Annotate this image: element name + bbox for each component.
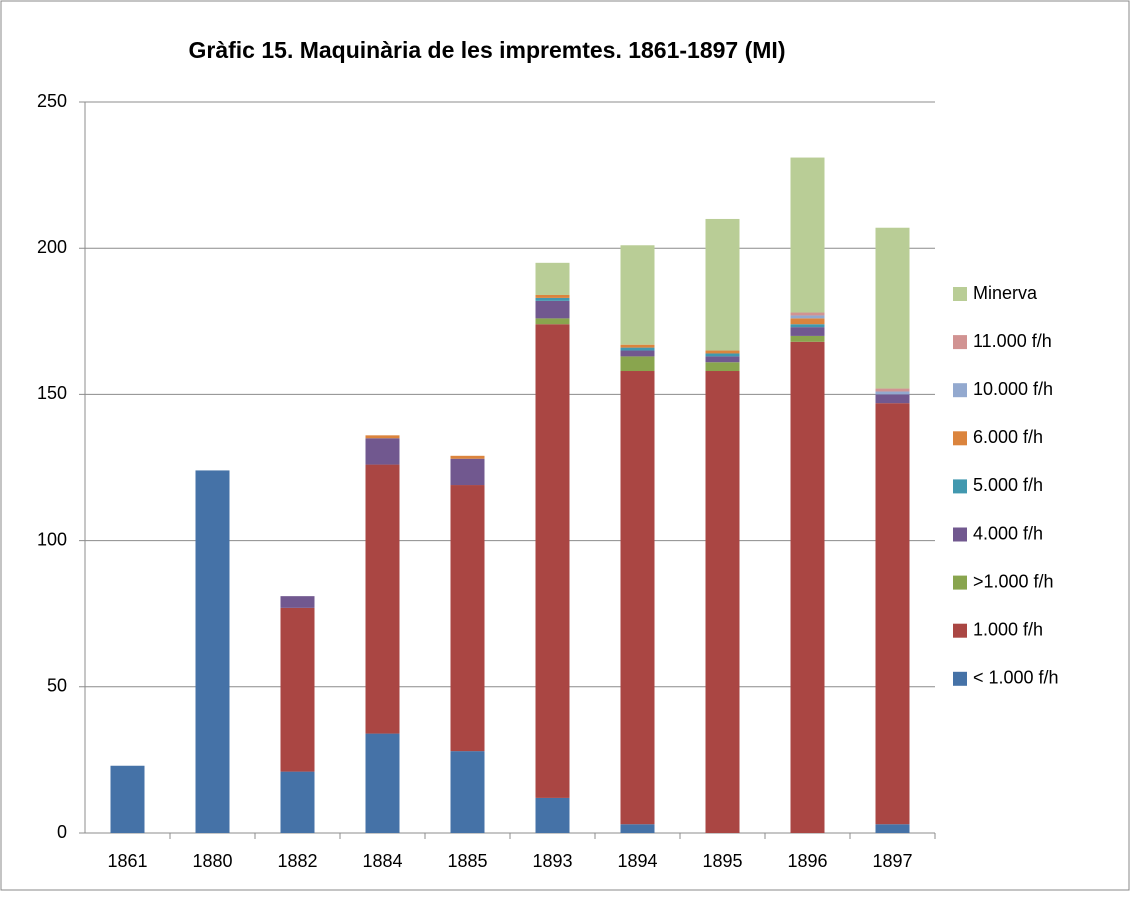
bar-segment bbox=[705, 371, 740, 833]
bar-segment bbox=[790, 312, 825, 316]
legend-label: 10.000 f/h bbox=[973, 379, 1053, 399]
bar-segment bbox=[875, 227, 910, 389]
bar-segment bbox=[195, 470, 230, 833]
chart-title: Gràfic 15. Maquinària de les impremtes. … bbox=[189, 37, 786, 63]
legend-label: 4.000 f/h bbox=[973, 523, 1043, 543]
legend-swatch bbox=[953, 383, 967, 398]
legend-label: < 1.000 f/h bbox=[973, 668, 1059, 688]
legend-label: 11.000 f/h bbox=[973, 331, 1052, 351]
x-tick-label: 1880 bbox=[192, 851, 232, 871]
bar-segment bbox=[790, 157, 825, 313]
bar-segment bbox=[620, 824, 655, 833]
bar-segment bbox=[705, 353, 740, 357]
y-tick-label: 100 bbox=[37, 529, 67, 549]
legend-swatch bbox=[953, 671, 967, 686]
legend-label: 6.000 f/h bbox=[973, 427, 1043, 447]
bar-segment bbox=[535, 294, 570, 298]
bar-segment bbox=[450, 458, 485, 486]
bar-segment bbox=[280, 771, 315, 833]
bar-segment bbox=[705, 356, 740, 363]
y-tick-label: 150 bbox=[37, 383, 67, 403]
bar-segment bbox=[535, 318, 570, 325]
bar-segment bbox=[365, 733, 400, 833]
x-tick-label: 1897 bbox=[872, 851, 912, 871]
x-tick-label: 1885 bbox=[447, 851, 487, 871]
bar-segment bbox=[280, 607, 315, 772]
legend-swatch bbox=[953, 575, 967, 590]
bar-segment bbox=[790, 335, 825, 342]
bar-segment bbox=[620, 371, 655, 825]
y-tick-label: 50 bbox=[47, 676, 67, 696]
x-tick-label: 1895 bbox=[702, 851, 742, 871]
bar-segment bbox=[535, 262, 570, 295]
legend-label: 5.000 f/h bbox=[973, 475, 1043, 495]
bar-segment bbox=[705, 350, 740, 354]
legend-label: >1.000 f/h bbox=[973, 571, 1054, 591]
x-tick-label: 1896 bbox=[787, 851, 827, 871]
bar-segment bbox=[620, 344, 655, 348]
bar-segment bbox=[790, 327, 825, 336]
bar-segment bbox=[620, 356, 655, 372]
legend-swatch bbox=[953, 431, 967, 446]
bar-segment bbox=[790, 341, 825, 833]
bar-segment bbox=[875, 394, 910, 404]
bar-segment bbox=[620, 347, 655, 351]
x-tick-label: 1894 bbox=[617, 851, 657, 871]
bar-segment bbox=[875, 388, 910, 392]
bar-segment bbox=[790, 315, 825, 319]
bar-segment bbox=[535, 797, 570, 833]
legend-swatch bbox=[953, 335, 967, 350]
bar-segment bbox=[875, 391, 910, 395]
bar-segment bbox=[705, 362, 740, 372]
legend-swatch bbox=[953, 527, 967, 542]
bar-segment bbox=[535, 324, 570, 798]
bar-segment bbox=[110, 765, 145, 833]
bar-segment bbox=[365, 435, 400, 439]
bar-segment bbox=[790, 324, 825, 328]
y-tick-label: 0 bbox=[57, 822, 67, 842]
y-tick-label: 250 bbox=[37, 91, 67, 111]
bar-segment bbox=[450, 455, 485, 459]
bar-segment bbox=[365, 464, 400, 734]
bar-segment bbox=[450, 485, 485, 752]
bar-segment bbox=[535, 297, 570, 301]
x-tick-label: 1893 bbox=[532, 851, 572, 871]
bar-segment bbox=[620, 350, 655, 357]
bar-segment bbox=[790, 318, 825, 325]
x-tick-label: 1884 bbox=[362, 851, 402, 871]
legend-swatch bbox=[953, 479, 967, 494]
legend-swatch bbox=[953, 623, 967, 638]
bar-segment bbox=[365, 438, 400, 465]
bar-segment bbox=[280, 596, 315, 608]
legend-swatch bbox=[953, 287, 967, 301]
x-tick-label: 1861 bbox=[107, 851, 147, 871]
bar-segment bbox=[875, 403, 910, 825]
bar-segment bbox=[705, 218, 740, 351]
legend-label: Minerva bbox=[973, 283, 1038, 303]
legend-label: 1.000 f/h bbox=[973, 619, 1043, 639]
bar-segment bbox=[620, 245, 655, 345]
bar-segment bbox=[875, 824, 910, 833]
x-tick-label: 1882 bbox=[277, 851, 317, 871]
bar-segment bbox=[450, 751, 485, 833]
bar-segment bbox=[535, 300, 570, 319]
y-tick-label: 200 bbox=[37, 237, 67, 257]
